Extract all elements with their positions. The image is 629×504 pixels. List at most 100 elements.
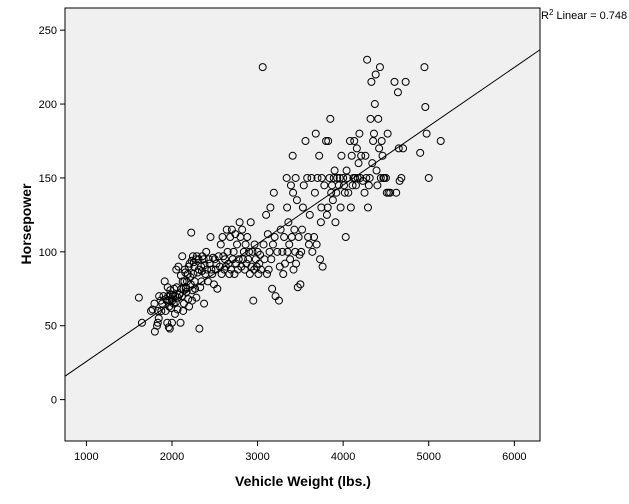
- data-point: [352, 144, 361, 153]
- data-point: [248, 247, 257, 256]
- x-tick-label: 1000: [74, 451, 98, 463]
- data-point: [297, 247, 306, 256]
- data-point: [238, 225, 247, 234]
- data-point: [365, 173, 374, 182]
- data-point: [176, 318, 185, 327]
- data-point: [421, 103, 430, 112]
- x-tick-label: 2000: [160, 451, 184, 463]
- data-point: [235, 218, 244, 227]
- data-point: [354, 159, 363, 168]
- data-point: [289, 188, 298, 197]
- data-point: [341, 233, 350, 242]
- data-point: [178, 252, 187, 261]
- data-point: [174, 262, 183, 271]
- data-point: [323, 203, 332, 212]
- data-point: [318, 262, 327, 271]
- data-point: [273, 247, 282, 256]
- data-point: [393, 88, 402, 97]
- data-point: [225, 270, 234, 279]
- data-point: [239, 247, 248, 256]
- data-point: [362, 173, 371, 182]
- data-point: [274, 296, 283, 305]
- y-tick-label: 200: [39, 99, 57, 111]
- data-point: [363, 55, 372, 64]
- r2-label-sup: 2: [549, 8, 554, 17]
- data-point: [377, 137, 386, 146]
- data-point: [192, 293, 201, 302]
- data-point: [213, 284, 222, 293]
- data-point: [346, 137, 354, 146]
- data-point: [320, 181, 329, 190]
- data-point: [422, 129, 431, 138]
- data-point: [137, 318, 146, 327]
- data-point: [155, 292, 164, 301]
- data-point: [256, 250, 265, 259]
- data-point: [298, 203, 307, 212]
- data-point: [296, 280, 305, 289]
- data-point: [374, 114, 383, 123]
- x-tick-label: 3000: [245, 451, 269, 463]
- x-axis: 1000 2000 3000 4000 5000 6000: [74, 441, 527, 463]
- data-point: [290, 225, 299, 234]
- r2-label-rest: Linear = 0.748: [553, 10, 627, 22]
- data-point: [218, 233, 227, 242]
- data-point: [268, 240, 277, 249]
- data-point: [369, 129, 378, 138]
- data-point: [372, 166, 381, 175]
- data-point: [335, 173, 344, 182]
- y-axis: 0 50 100 150 200 250: [39, 25, 65, 407]
- data-point: [376, 173, 385, 182]
- data-point: [267, 255, 276, 264]
- data-point: [416, 148, 425, 157]
- data-point: [222, 225, 231, 234]
- data-point: [245, 270, 254, 279]
- data-point: [202, 247, 211, 256]
- data-point: [308, 247, 317, 256]
- data-point: [167, 318, 176, 327]
- data-point: [182, 287, 191, 296]
- data-point: [279, 270, 288, 279]
- data-point: [357, 151, 366, 160]
- data-point: [278, 247, 287, 256]
- data-point: [255, 259, 264, 268]
- data-point: [206, 233, 215, 242]
- data-point: [283, 247, 292, 256]
- data-point: [200, 261, 209, 270]
- data-point: [249, 296, 258, 305]
- data-point: [375, 63, 384, 72]
- data-point: [316, 218, 325, 227]
- data-point: [399, 144, 408, 153]
- data-point: [392, 188, 401, 197]
- data-point: [233, 240, 242, 249]
- data-point: [223, 247, 232, 256]
- data-point: [381, 173, 390, 182]
- data-point: [367, 77, 376, 86]
- data-point: [153, 318, 162, 327]
- data-point: [282, 173, 291, 182]
- data-point: [229, 247, 238, 256]
- data-point: [436, 137, 445, 146]
- data-point: [270, 233, 279, 242]
- data-point: [312, 240, 321, 249]
- data-point: [298, 225, 307, 234]
- data-point: [337, 151, 346, 160]
- data-point: [371, 70, 380, 79]
- data-point: [246, 218, 255, 227]
- data-point: [424, 173, 433, 182]
- data-point: [326, 114, 335, 123]
- x-axis-title: Vehicle Weight (lbs.): [235, 473, 371, 489]
- data-point: [313, 173, 322, 182]
- data-point: [216, 240, 225, 249]
- data-point: [173, 305, 182, 314]
- data-point: [316, 255, 325, 264]
- data-point: [280, 233, 289, 242]
- data-point: [351, 181, 360, 190]
- y-tick-label: 50: [45, 321, 57, 333]
- data-point: [397, 173, 406, 182]
- data-point: [307, 173, 316, 182]
- data-point: [264, 265, 273, 274]
- data-point: [177, 292, 186, 301]
- data-point: [254, 270, 263, 279]
- data-point: [268, 284, 277, 293]
- data-point: [324, 137, 333, 146]
